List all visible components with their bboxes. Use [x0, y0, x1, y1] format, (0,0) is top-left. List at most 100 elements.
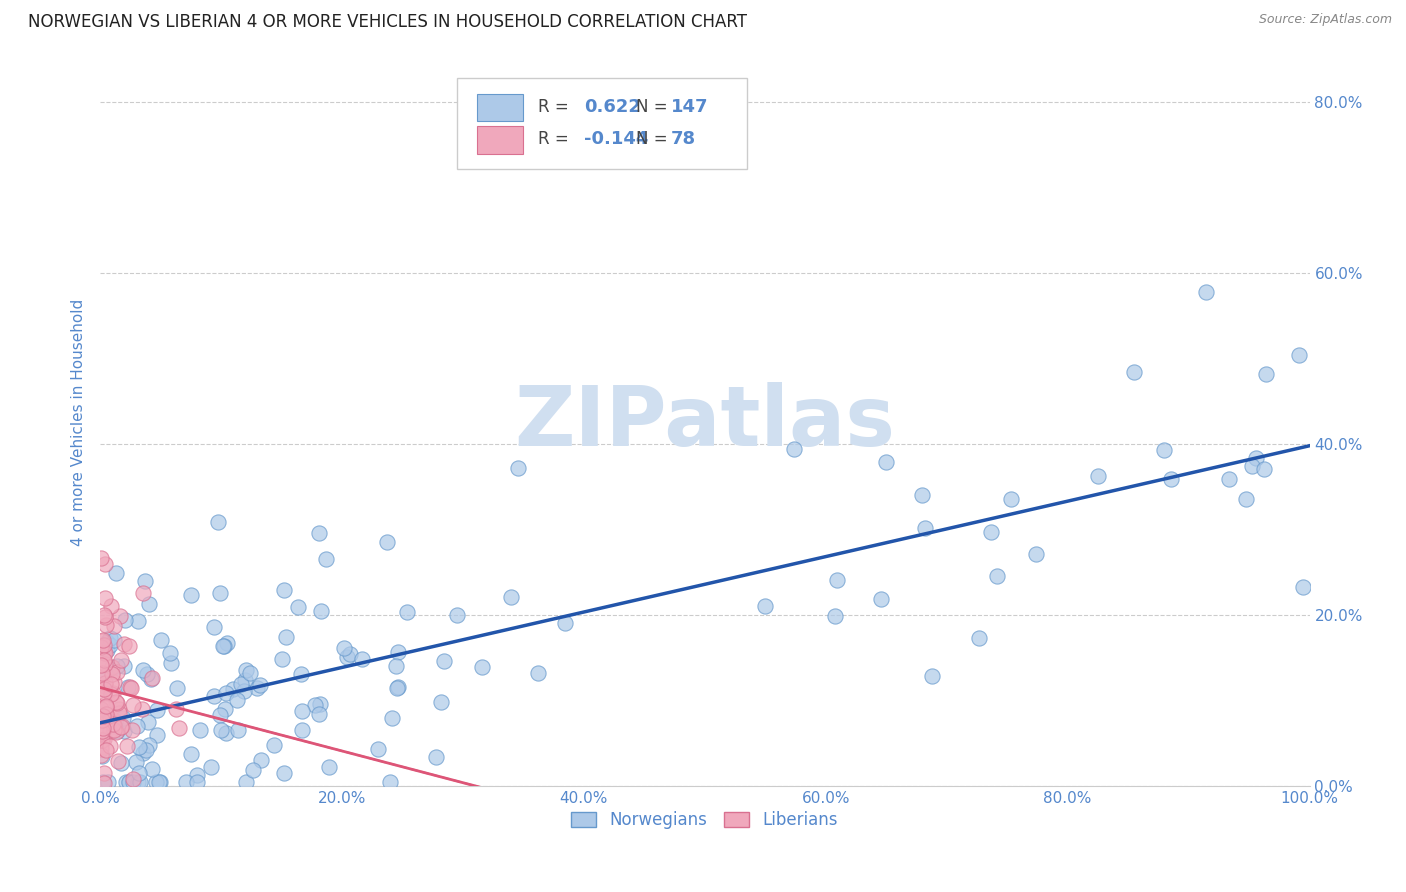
Point [1234, 491, 1257, 506]
Point [105, 659, 128, 673]
Point [385, 681, 408, 695]
Point [200, 760, 222, 774]
Point [93, 776, 115, 790]
Point [202, 689, 225, 703]
Text: NORWEGIAN VS LIBERIAN 4 OR MORE VEHICLES IN HOUSEHOLD CORRELATION CHART: NORWEGIAN VS LIBERIAN 4 OR MORE VEHICLES… [28, 13, 747, 31]
Point [910, 488, 932, 502]
Point [93, 632, 115, 647]
Point [239, 666, 262, 681]
Point [304, 698, 326, 712]
Point [93, 646, 115, 660]
Point [90, 681, 112, 696]
Point [1240, 459, 1263, 474]
Point [870, 592, 893, 607]
Point [148, 774, 170, 789]
Point [122, 698, 145, 712]
Point [226, 693, 249, 707]
Point [93, 731, 115, 746]
Point [138, 597, 160, 611]
Point [1292, 580, 1315, 594]
Point [91, 723, 114, 738]
Point [93, 638, 115, 652]
Point [90, 701, 112, 715]
Point [94, 699, 117, 714]
Point [333, 641, 356, 656]
Point [91, 724, 114, 739]
Point [222, 682, 245, 697]
Point [287, 600, 309, 615]
Point [103, 618, 125, 632]
Point [395, 605, 418, 619]
Point [308, 707, 330, 722]
Text: 0.622: 0.622 [583, 98, 641, 116]
Point [149, 633, 172, 648]
Point [98, 724, 121, 739]
Point [108, 609, 131, 624]
Point [246, 681, 269, 695]
Point [165, 702, 187, 716]
Point [111, 711, 134, 725]
Point [131, 702, 153, 716]
Point [132, 586, 155, 600]
Point [127, 719, 149, 733]
Point [308, 697, 330, 711]
Point [128, 774, 150, 789]
Bar [478, 127, 523, 154]
Point [526, 665, 548, 680]
Point [446, 608, 468, 623]
Text: N =: N = [636, 130, 668, 148]
Point [121, 723, 143, 737]
Point [378, 774, 401, 789]
Point [1000, 491, 1022, 506]
Point [101, 666, 124, 681]
Point [315, 552, 337, 566]
Point [105, 665, 128, 679]
Point [125, 755, 148, 769]
Point [122, 772, 145, 786]
Point [90, 747, 112, 762]
Text: R =: R = [538, 130, 574, 148]
Point [91, 669, 114, 683]
Point [112, 658, 135, 673]
Point [291, 704, 314, 718]
Point [1195, 285, 1218, 299]
Point [105, 723, 128, 738]
Point [91, 749, 114, 764]
Point [824, 609, 846, 624]
Text: ZIPatlas: ZIPatlas [515, 382, 896, 463]
Point [118, 640, 141, 654]
Point [139, 672, 162, 686]
Point [149, 774, 172, 789]
Point [202, 620, 225, 634]
Point [875, 455, 897, 469]
Point [242, 763, 264, 777]
Point [226, 723, 249, 738]
Point [103, 674, 125, 689]
Point [1123, 365, 1146, 379]
Point [93, 681, 115, 696]
Point [309, 604, 332, 618]
Point [90, 657, 112, 672]
Point [98, 739, 121, 753]
Point [110, 720, 132, 734]
Point [180, 747, 202, 761]
Point [318, 760, 340, 774]
Point [118, 774, 141, 789]
Point [112, 724, 135, 739]
Point [93, 610, 115, 624]
Text: 78: 78 [671, 130, 696, 148]
Point [90, 733, 112, 747]
Point [93, 766, 115, 780]
Point [103, 717, 125, 731]
Point [754, 599, 776, 613]
Point [108, 706, 131, 721]
Point [425, 750, 447, 764]
Point [94, 699, 117, 714]
Point [111, 719, 134, 733]
Point [103, 723, 125, 738]
Point [914, 521, 936, 535]
Text: R =: R = [538, 98, 574, 116]
Point [367, 742, 389, 756]
Point [104, 566, 127, 581]
Point [93, 709, 115, 723]
